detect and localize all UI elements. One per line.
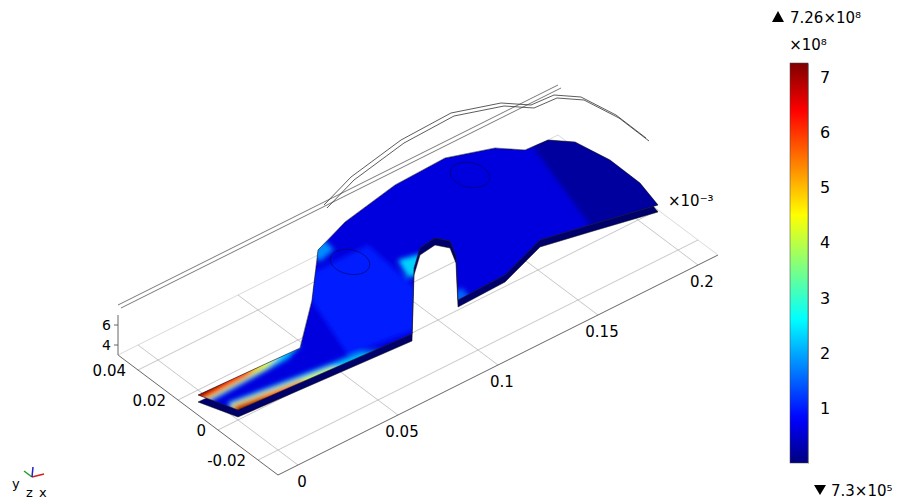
colorbar-tick: 1 xyxy=(808,399,830,418)
stress-region xyxy=(178,363,263,403)
x-tick-label: 0.1 xyxy=(490,373,514,391)
colorbar-min-label: 7.3×10⁵ xyxy=(831,482,893,500)
colorbar-tick: 5 xyxy=(808,178,830,197)
y-tick-label: 0.04 xyxy=(93,362,126,380)
colorbar-tick-label: 6 xyxy=(820,123,830,142)
axis-triad: yzx xyxy=(12,467,47,500)
colorbar-tick: 4 xyxy=(808,233,830,252)
max-marker xyxy=(772,11,784,22)
stress-region xyxy=(528,115,698,250)
hole xyxy=(450,162,489,187)
z-tick-label: 4 xyxy=(102,337,111,353)
colorbar-tick-label: 1 xyxy=(820,399,830,418)
triad-arrow xyxy=(32,474,44,477)
part-edge xyxy=(198,140,658,410)
colorbar-tick: 7 xyxy=(808,68,830,87)
profile-line xyxy=(327,98,649,208)
y-tick-label: -0.02 xyxy=(207,452,246,470)
colorbar-tick: 6 xyxy=(808,123,830,142)
stress-region xyxy=(178,379,230,402)
y-tick-label: 0 xyxy=(196,422,206,440)
triad-label: z xyxy=(26,485,33,500)
colorbar-max-label: 7.26×10⁸ xyxy=(790,9,861,27)
colorbar-tick-label: 3 xyxy=(820,289,830,308)
z-tick xyxy=(114,325,118,326)
stress-region xyxy=(298,245,448,355)
colorbar xyxy=(790,63,808,463)
colorbar-tick: 3 xyxy=(808,289,830,308)
colorbar-axis: 1 2 3 4 5 6 7 xyxy=(808,64,830,464)
stress-region xyxy=(228,350,408,435)
z-tick xyxy=(114,345,118,346)
triad-label: y xyxy=(12,476,20,491)
tick-labels: 00.050.10.150.2-0.0200.020.04 xyxy=(93,273,714,491)
colorbar-multiplier: ×10⁸ xyxy=(789,36,827,54)
colorbar-axis-line xyxy=(808,64,809,464)
colorbar-tick-label: 4 xyxy=(820,233,830,252)
stress-region xyxy=(233,382,338,435)
stress-region xyxy=(235,399,294,435)
z-axis-line xyxy=(118,315,119,355)
z-tick-label: 6 xyxy=(102,317,111,333)
x-tick-label: 0.05 xyxy=(385,423,418,441)
colorbar-tick: 2 xyxy=(808,344,830,363)
colorbar-tick-label: 5 xyxy=(820,178,830,197)
hole xyxy=(330,249,369,274)
x-tick-label: 0 xyxy=(297,473,307,491)
triad-arrow xyxy=(32,467,33,477)
triad-arrow xyxy=(24,471,32,477)
x-tick-label: 0.2 xyxy=(690,273,714,291)
y-tick-label: 0.02 xyxy=(133,392,166,410)
stress-field xyxy=(178,115,698,435)
x-tick-label: 0.15 xyxy=(585,323,618,341)
min-marker xyxy=(814,485,826,495)
z-multiplier: ×10⁻³ xyxy=(668,192,714,210)
colorbar-tick-label: 2 xyxy=(820,344,830,363)
profile-line xyxy=(324,95,646,205)
part xyxy=(178,115,698,435)
colorbar-tick-label: 7 xyxy=(820,68,830,87)
chart: 4600.050.10.150.2-0.0200.020.04×10⁻³1234… xyxy=(0,0,923,503)
triad-label: x xyxy=(39,485,47,500)
